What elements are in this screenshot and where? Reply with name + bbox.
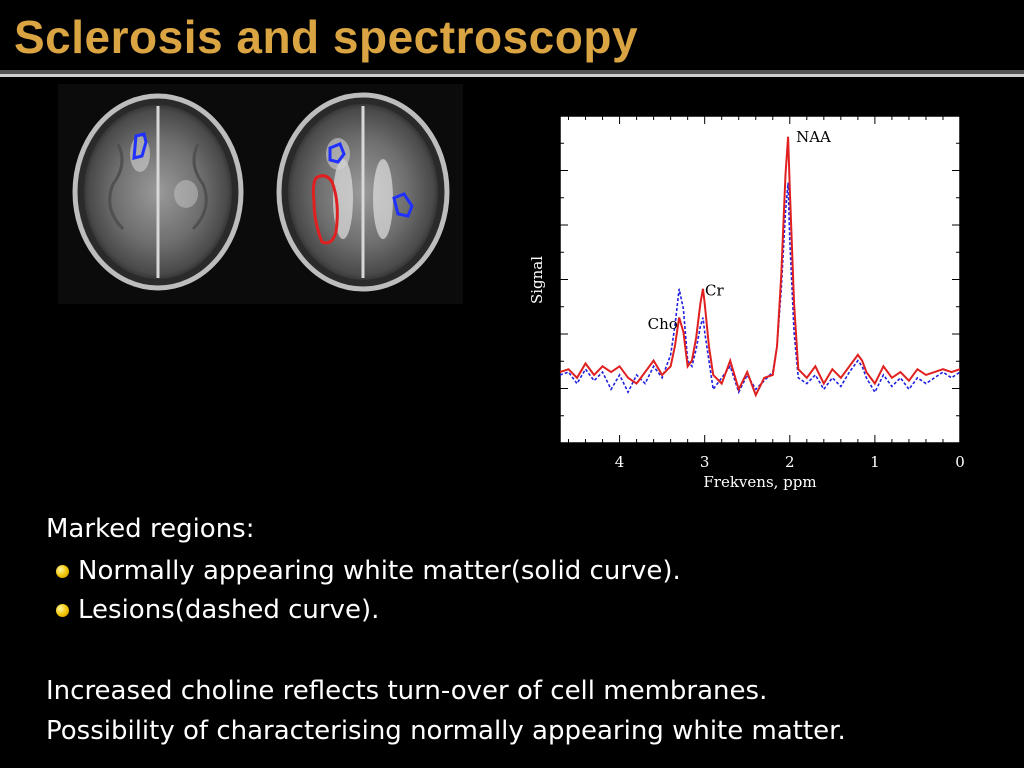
series-line-solid	[559, 136, 961, 398]
x-tick-label: 0	[955, 453, 965, 471]
plot-area	[559, 115, 961, 444]
roi-marker-red	[311, 174, 339, 245]
slide-title: Sclerosis and spectroscopy	[14, 11, 639, 63]
brain-slice-left	[72, 93, 244, 291]
bullet-text: Lesions(dashed curve).	[78, 595, 380, 625]
series-line-dashed	[559, 182, 961, 395]
peak-label-cr: Cr	[705, 281, 724, 299]
peak-label-cho: Cho	[648, 315, 678, 333]
x-tick-label: 2	[785, 453, 795, 471]
y-axis-label: Signal	[528, 256, 546, 304]
spectrum-chart: 4 3 2 1 0 NAA Cr Cho Frekvens, ppm Signal	[510, 100, 990, 500]
bullet-item-dashed: Lesions(dashed curve).	[56, 595, 379, 625]
spectrum-chart-svg: 4 3 2 1 0 NAA Cr Cho Frekvens, ppm Signal	[528, 115, 965, 491]
mri-brain-images	[58, 84, 463, 304]
title-divider-highlight	[0, 74, 1024, 77]
roi-marker-blue	[328, 142, 346, 164]
bullet-icon	[56, 603, 69, 617]
peak-label-naa: NAA	[796, 128, 831, 146]
x-tick-label: 1	[870, 453, 880, 471]
mri-svg	[72, 92, 450, 292]
roi-marker-blue	[392, 192, 414, 218]
brain-slice-right	[276, 92, 450, 292]
marked-regions-heading: Marked regions:	[46, 514, 255, 544]
roi-marker-blue	[132, 132, 148, 160]
x-tick-label: 4	[615, 453, 625, 471]
x-tick-label: 3	[700, 453, 710, 471]
title-divider	[0, 70, 1024, 74]
paragraph-white-matter: Possibility of characterising normally a…	[46, 716, 846, 746]
bullet-text: Normally appearing white matter(solid cu…	[78, 556, 681, 586]
bullet-item-solid: Normally appearing white matter(solid cu…	[56, 556, 681, 586]
x-axis-label: Frekvens, ppm	[703, 473, 816, 491]
bullet-icon	[56, 564, 69, 578]
paragraph-choline: Increased choline reflects turn-over of …	[46, 676, 768, 706]
